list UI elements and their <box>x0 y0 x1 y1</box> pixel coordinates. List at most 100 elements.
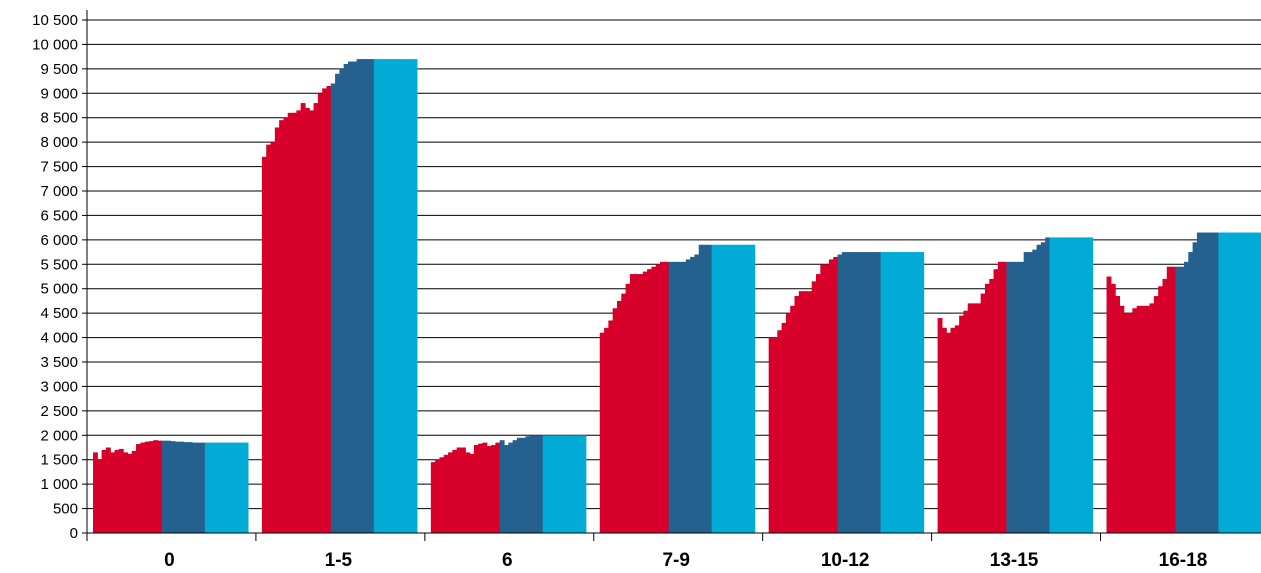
bar <box>711 244 717 534</box>
bar <box>473 445 479 533</box>
bar <box>664 261 670 533</box>
bar <box>1027 252 1033 533</box>
bar <box>491 445 496 533</box>
y-tick-label: 9 000 <box>40 85 78 102</box>
bar <box>243 442 249 533</box>
bar <box>486 446 492 533</box>
bar <box>707 244 713 534</box>
bar <box>1179 266 1185 533</box>
bar <box>200 442 206 533</box>
bar <box>1192 242 1198 534</box>
bar <box>1006 261 1012 533</box>
bar <box>97 459 103 533</box>
bar <box>790 305 796 533</box>
axes <box>82 10 1261 541</box>
bar-group-10-12 <box>768 252 925 533</box>
bar <box>1166 266 1172 533</box>
bar <box>335 73 340 534</box>
bar <box>660 261 665 533</box>
bar <box>309 110 315 533</box>
bar <box>634 274 640 533</box>
bar <box>93 452 98 533</box>
y-tick-label: 6 000 <box>40 232 78 249</box>
y-tick-label: 500 <box>53 501 78 518</box>
bar <box>897 252 903 533</box>
bar <box>382 59 388 534</box>
y-tick-label: 2 000 <box>40 427 78 444</box>
y-tick-label: 2 500 <box>40 403 78 420</box>
y-tick-label: 10 500 <box>32 12 78 29</box>
bar <box>386 59 392 534</box>
bar <box>963 310 969 533</box>
bar <box>1162 278 1168 533</box>
bar <box>577 435 583 533</box>
bar <box>910 252 916 533</box>
bar <box>893 252 899 533</box>
bar <box>621 293 627 533</box>
bar <box>369 59 375 534</box>
bar <box>1136 305 1142 533</box>
bar <box>1188 252 1194 533</box>
bar <box>105 447 111 533</box>
x-tick-label: 7-9 <box>662 550 689 571</box>
bar <box>469 453 475 533</box>
x-tick-label: 1-5 <box>325 550 353 571</box>
bar <box>820 264 826 533</box>
y-axis-tick-labels: 0 500 1 000 1 500 2 000 2 500 3 000 3 500 4 000 4… <box>32 12 78 542</box>
bar <box>1140 305 1146 533</box>
y-tick-label: 4 000 <box>40 330 78 347</box>
bar <box>746 244 751 534</box>
bar <box>300 103 306 533</box>
bar <box>1088 237 1094 533</box>
bar <box>443 454 449 533</box>
bar <box>448 452 453 533</box>
y-tick-label: 0 <box>70 525 78 542</box>
bar <box>828 259 834 533</box>
bar <box>1158 286 1164 533</box>
bar <box>993 269 999 533</box>
bar <box>365 59 371 534</box>
bar <box>1032 249 1038 533</box>
bar <box>1153 296 1159 533</box>
bar <box>1149 303 1155 533</box>
y-tick-label: 7 000 <box>40 183 78 200</box>
bar <box>1058 237 1063 533</box>
bar <box>629 274 635 533</box>
y-tick-label: 9 500 <box>40 61 78 78</box>
bar <box>859 252 864 533</box>
bar <box>681 261 687 533</box>
bar <box>867 252 873 533</box>
bar <box>781 322 787 533</box>
bar <box>1248 232 1254 533</box>
bar <box>850 252 856 533</box>
y-tick-label: 10 000 <box>32 36 78 53</box>
bar <box>564 435 570 533</box>
bar <box>114 449 120 533</box>
bar <box>516 437 522 533</box>
y-tick-label: 3 500 <box>40 354 78 371</box>
bar <box>343 63 349 533</box>
bar <box>1244 232 1250 533</box>
bar <box>984 283 990 533</box>
bar <box>1145 305 1151 533</box>
bar <box>871 252 877 533</box>
bar <box>785 313 791 533</box>
bar <box>1049 237 1055 533</box>
x-axis-tick-labels: 0 1-5 6 7-9 10-12 13-15 16-18 <box>164 550 1207 571</box>
bar <box>101 449 107 533</box>
bar <box>803 291 809 533</box>
bar <box>685 259 691 533</box>
bar <box>980 293 986 533</box>
bar <box>191 442 197 533</box>
bar <box>1183 261 1189 533</box>
bar <box>292 112 297 533</box>
bar <box>854 252 860 533</box>
bar <box>1205 232 1211 533</box>
bar <box>330 83 336 533</box>
bar <box>651 266 657 533</box>
bar <box>741 244 747 534</box>
bar <box>478 443 484 533</box>
bar <box>608 320 614 533</box>
y-tick-label: 1 500 <box>40 452 78 469</box>
bar <box>1218 232 1224 533</box>
